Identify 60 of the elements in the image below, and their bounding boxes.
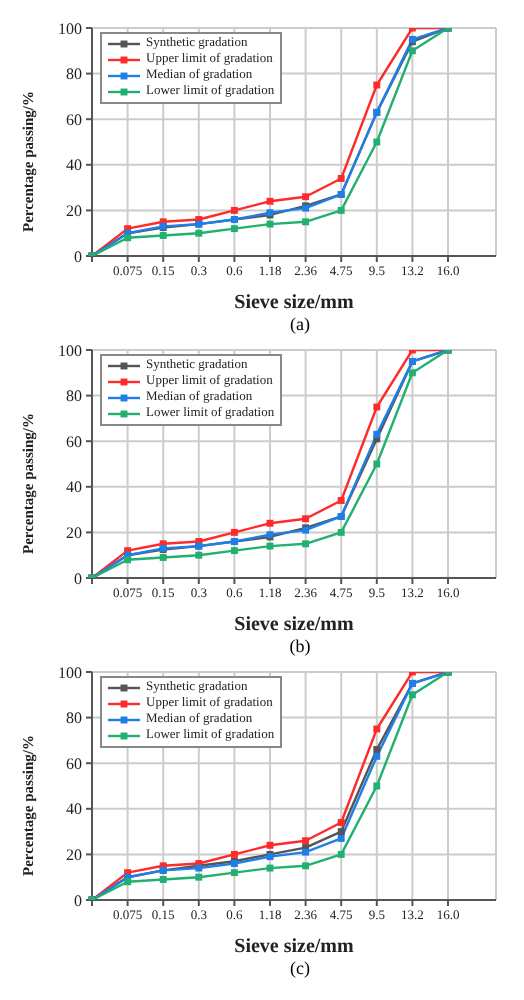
x-axis-title: Sieve size/mm bbox=[234, 292, 356, 314]
y-tick-label: 40 bbox=[66, 156, 82, 175]
point bbox=[159, 232, 167, 239]
point bbox=[408, 369, 416, 377]
y-tick-label: 0 bbox=[74, 891, 82, 910]
y-tick-label: 40 bbox=[66, 800, 82, 819]
x-axis-title: Sieve size/mm bbox=[234, 614, 356, 636]
point bbox=[124, 878, 132, 886]
point bbox=[230, 850, 238, 858]
point bbox=[408, 691, 416, 699]
y-tick-label: 0 bbox=[74, 569, 82, 588]
point bbox=[124, 234, 132, 242]
y-tick-label: 60 bbox=[66, 754, 82, 773]
point bbox=[373, 752, 381, 760]
y-tick-label: 60 bbox=[66, 432, 82, 451]
point bbox=[337, 828, 345, 836]
y-tick-label: 60 bbox=[66, 110, 82, 129]
point bbox=[195, 873, 203, 881]
point bbox=[337, 528, 345, 536]
point bbox=[195, 551, 203, 559]
y-tick-label: 20 bbox=[66, 524, 82, 543]
text: (c) bbox=[288, 956, 312, 980]
point bbox=[302, 218, 310, 226]
point bbox=[337, 819, 345, 826]
x-axis-title: Sieve size/mm bbox=[234, 936, 356, 958]
point bbox=[124, 556, 132, 564]
y-tick-label: 80 bbox=[66, 709, 82, 728]
point bbox=[408, 47, 416, 55]
point bbox=[373, 430, 381, 438]
y-tick-label: 80 bbox=[66, 387, 82, 406]
text: (b) bbox=[287, 634, 313, 658]
point bbox=[302, 837, 310, 845]
point bbox=[302, 848, 310, 856]
point bbox=[195, 229, 203, 237]
point bbox=[337, 175, 345, 182]
point bbox=[302, 540, 310, 548]
text: (a) bbox=[288, 312, 312, 336]
point bbox=[230, 528, 238, 536]
point bbox=[337, 206, 345, 214]
y-tick-label: 0 bbox=[74, 247, 82, 266]
point bbox=[159, 876, 167, 883]
point bbox=[159, 554, 167, 561]
point bbox=[337, 497, 345, 504]
y-tick-label: 100 bbox=[58, 663, 82, 682]
point bbox=[302, 515, 310, 523]
point bbox=[230, 869, 238, 877]
y-tick-label: 20 bbox=[66, 846, 82, 865]
y-tick-label: 100 bbox=[58, 341, 82, 360]
point bbox=[230, 225, 238, 233]
point bbox=[230, 547, 238, 555]
y-tick-label: 80 bbox=[66, 65, 82, 84]
point bbox=[230, 206, 238, 214]
point bbox=[302, 193, 310, 201]
point bbox=[302, 862, 310, 870]
y-tick-label: 100 bbox=[58, 19, 82, 38]
y-tick-label: 20 bbox=[66, 202, 82, 221]
point bbox=[337, 850, 345, 858]
y-tick-label: 40 bbox=[66, 478, 82, 497]
point bbox=[373, 746, 381, 753]
point bbox=[337, 834, 345, 842]
